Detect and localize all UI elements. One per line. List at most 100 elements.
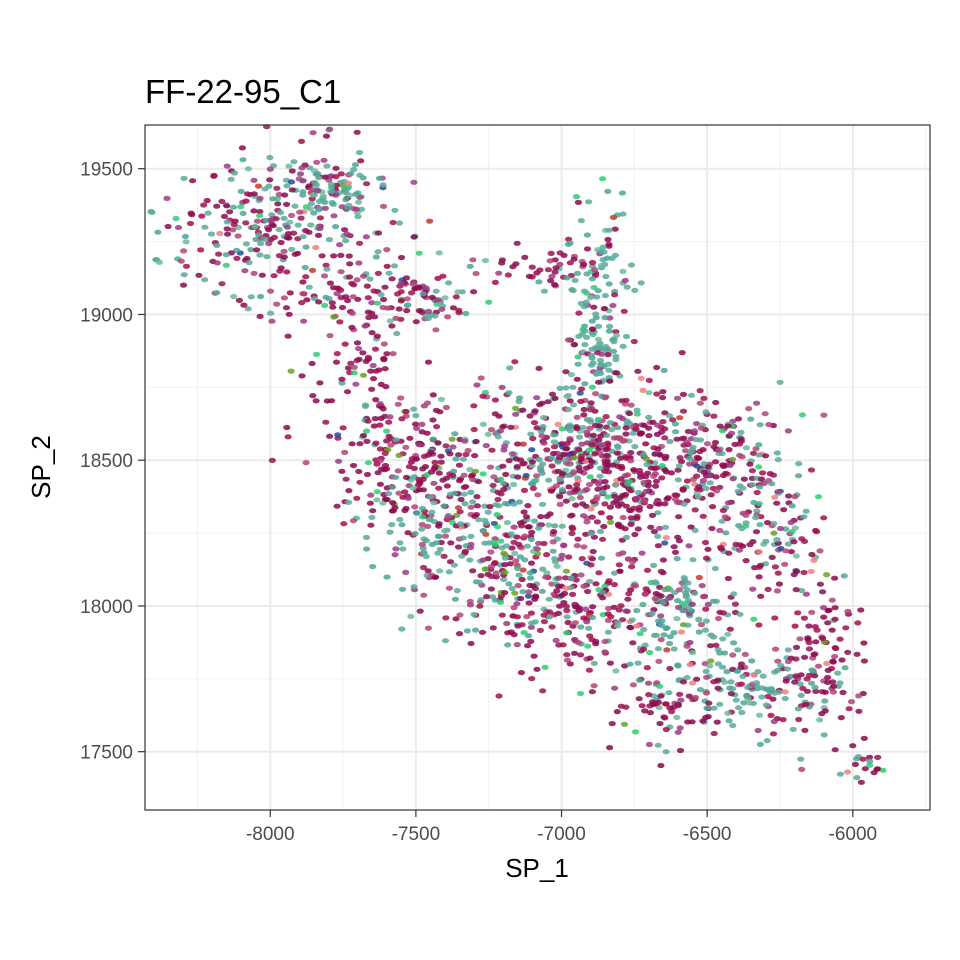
data-point bbox=[475, 579, 483, 585]
data-point bbox=[631, 443, 639, 450]
data-point bbox=[627, 458, 635, 464]
data-point bbox=[679, 608, 687, 614]
data-point bbox=[836, 771, 845, 777]
data-point bbox=[424, 359, 433, 365]
data-point bbox=[585, 625, 593, 631]
data-point bbox=[302, 204, 310, 210]
data-point bbox=[218, 198, 226, 204]
data-point bbox=[753, 489, 761, 496]
data-point bbox=[573, 270, 582, 276]
data-point bbox=[423, 400, 432, 406]
data-point bbox=[388, 323, 396, 329]
data-point bbox=[280, 215, 288, 221]
data-point bbox=[519, 567, 527, 573]
data-point bbox=[563, 614, 571, 620]
data-point bbox=[837, 715, 845, 721]
data-point bbox=[262, 217, 270, 223]
data-point bbox=[791, 623, 799, 629]
data-point bbox=[381, 467, 389, 473]
data-point bbox=[215, 251, 223, 257]
data-point bbox=[622, 608, 630, 614]
data-point bbox=[585, 667, 594, 673]
data-point bbox=[372, 440, 380, 446]
data-point bbox=[661, 524, 670, 530]
data-point bbox=[437, 396, 445, 402]
data-point bbox=[383, 351, 391, 357]
data-point bbox=[599, 244, 607, 250]
data-point bbox=[492, 502, 500, 508]
data-point bbox=[519, 589, 527, 595]
data-point bbox=[605, 227, 613, 233]
data-point bbox=[310, 210, 318, 216]
x-tick-label: -6500 bbox=[683, 824, 732, 845]
data-point bbox=[675, 463, 683, 469]
data-point bbox=[466, 263, 474, 269]
data-point bbox=[250, 270, 258, 276]
data-point bbox=[659, 389, 667, 395]
data-point bbox=[548, 624, 556, 630]
data-point bbox=[655, 501, 663, 507]
data-point bbox=[299, 234, 307, 240]
data-point bbox=[798, 412, 807, 418]
data-point bbox=[464, 447, 472, 454]
data-point bbox=[269, 223, 277, 229]
data-point bbox=[821, 698, 829, 704]
data-point bbox=[356, 172, 364, 178]
data-point bbox=[674, 662, 682, 668]
data-point bbox=[434, 297, 442, 303]
data-point bbox=[666, 595, 674, 601]
data-point bbox=[650, 607, 658, 613]
data-point bbox=[640, 498, 648, 504]
data-point bbox=[651, 701, 659, 707]
data-point bbox=[434, 440, 442, 446]
data-point bbox=[332, 224, 340, 230]
data-point bbox=[505, 581, 513, 587]
data-point bbox=[500, 486, 508, 493]
data-point bbox=[404, 495, 412, 501]
data-point bbox=[569, 384, 577, 390]
data-point bbox=[661, 715, 669, 721]
data-point bbox=[582, 465, 591, 471]
data-point bbox=[364, 354, 372, 360]
data-point bbox=[676, 747, 685, 754]
data-point bbox=[349, 518, 357, 524]
data-point bbox=[653, 431, 662, 437]
data-point bbox=[576, 690, 585, 697]
data-point bbox=[762, 538, 770, 545]
data-point bbox=[693, 463, 701, 469]
data-point bbox=[795, 716, 803, 723]
data-point bbox=[469, 568, 477, 574]
data-point bbox=[560, 252, 568, 258]
data-point bbox=[706, 480, 714, 486]
data-point bbox=[303, 297, 311, 303]
data-point bbox=[599, 595, 607, 601]
data-point bbox=[501, 555, 509, 561]
data-point bbox=[511, 550, 519, 557]
data-point bbox=[455, 462, 463, 468]
data-point bbox=[588, 614, 597, 621]
data-point bbox=[565, 406, 573, 413]
data-point bbox=[637, 280, 645, 286]
data-point bbox=[309, 192, 317, 198]
data-point bbox=[746, 461, 754, 467]
data-point bbox=[632, 496, 640, 502]
data-point bbox=[573, 543, 581, 549]
data-point bbox=[517, 595, 525, 602]
data-point bbox=[257, 293, 265, 300]
data-point bbox=[739, 673, 747, 679]
data-point bbox=[372, 397, 380, 403]
data-point bbox=[389, 219, 397, 226]
data-point bbox=[610, 570, 619, 576]
data-point bbox=[648, 610, 656, 617]
data-point bbox=[514, 474, 522, 480]
data-point bbox=[573, 604, 581, 610]
data-point bbox=[553, 563, 561, 569]
data-point bbox=[356, 240, 364, 246]
data-point bbox=[737, 436, 745, 442]
data-point bbox=[563, 440, 571, 447]
data-point bbox=[379, 500, 387, 506]
data-point bbox=[230, 170, 239, 176]
data-point bbox=[603, 452, 611, 458]
data-point bbox=[633, 515, 641, 522]
data-point bbox=[622, 333, 631, 340]
